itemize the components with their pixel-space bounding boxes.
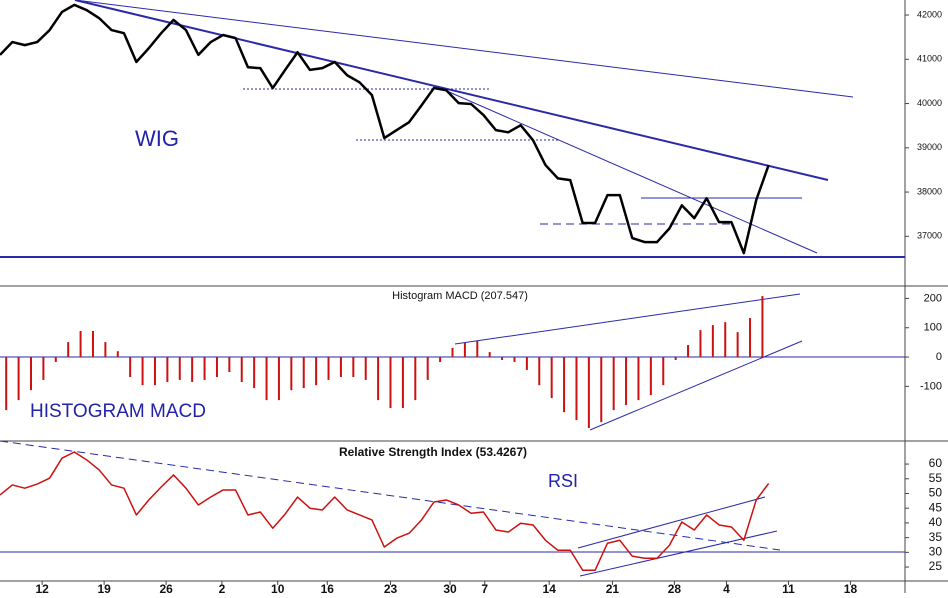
x-tick-label: 7 bbox=[481, 582, 488, 593]
x-tick-label: 18 bbox=[844, 582, 858, 593]
y-tick-label: 0 bbox=[936, 351, 942, 363]
y-tick-label: 37000 bbox=[917, 231, 942, 241]
y-tick-label: 39000 bbox=[917, 142, 942, 152]
y-tick-label: 45 bbox=[929, 500, 943, 514]
x-tick-label: 11 bbox=[782, 582, 795, 593]
panel-title: Relative Strength Index (53.4267) bbox=[339, 445, 527, 459]
x-tick-label: 16 bbox=[321, 582, 335, 593]
data-line bbox=[0, 3, 770, 255]
y-tick-label: 25 bbox=[929, 559, 943, 573]
panel-label: RSI bbox=[548, 471, 578, 491]
y-tick-label: 100 bbox=[924, 322, 942, 334]
y-tick-label: 41000 bbox=[917, 54, 942, 64]
x-tick-label: 2 bbox=[219, 582, 226, 593]
panel-title: Histogram MACD (207.547) bbox=[392, 290, 528, 302]
y-tick-label: -100 bbox=[920, 380, 942, 392]
x-tick-label: 19 bbox=[97, 582, 111, 593]
wig-trend-lines bbox=[0, 0, 905, 258]
y-tick-label: 42000 bbox=[917, 9, 942, 19]
panel-label: WIG bbox=[135, 126, 179, 151]
y-tick-label: 60 bbox=[929, 456, 943, 470]
y-tick-label: 50 bbox=[929, 486, 943, 500]
x-tick-label: 12 bbox=[35, 582, 49, 593]
y-tick-label: 40000 bbox=[917, 98, 942, 108]
x-tick-label: 14 bbox=[543, 582, 557, 593]
x-tick-label: 28 bbox=[668, 582, 682, 593]
panel-label: HISTOGRAM MACD bbox=[30, 401, 206, 422]
data-line bbox=[0, 451, 770, 572]
x-tick-label: 23 bbox=[384, 582, 398, 593]
x-tick-label: 26 bbox=[159, 582, 173, 593]
y-tick-label: 30 bbox=[929, 545, 943, 559]
x-tick-label: 21 bbox=[606, 582, 620, 593]
y-tick-label: 55 bbox=[929, 471, 943, 485]
x-tick-label: 4 bbox=[723, 582, 730, 593]
x-tick-label: 10 bbox=[271, 582, 285, 593]
y-tick-label: 200 bbox=[924, 292, 942, 304]
y-tick-label: 38000 bbox=[917, 186, 942, 196]
x-tick-label: 30 bbox=[443, 582, 457, 593]
y-tick-label: 40 bbox=[929, 515, 943, 529]
y-tick-label: 35 bbox=[929, 530, 943, 544]
